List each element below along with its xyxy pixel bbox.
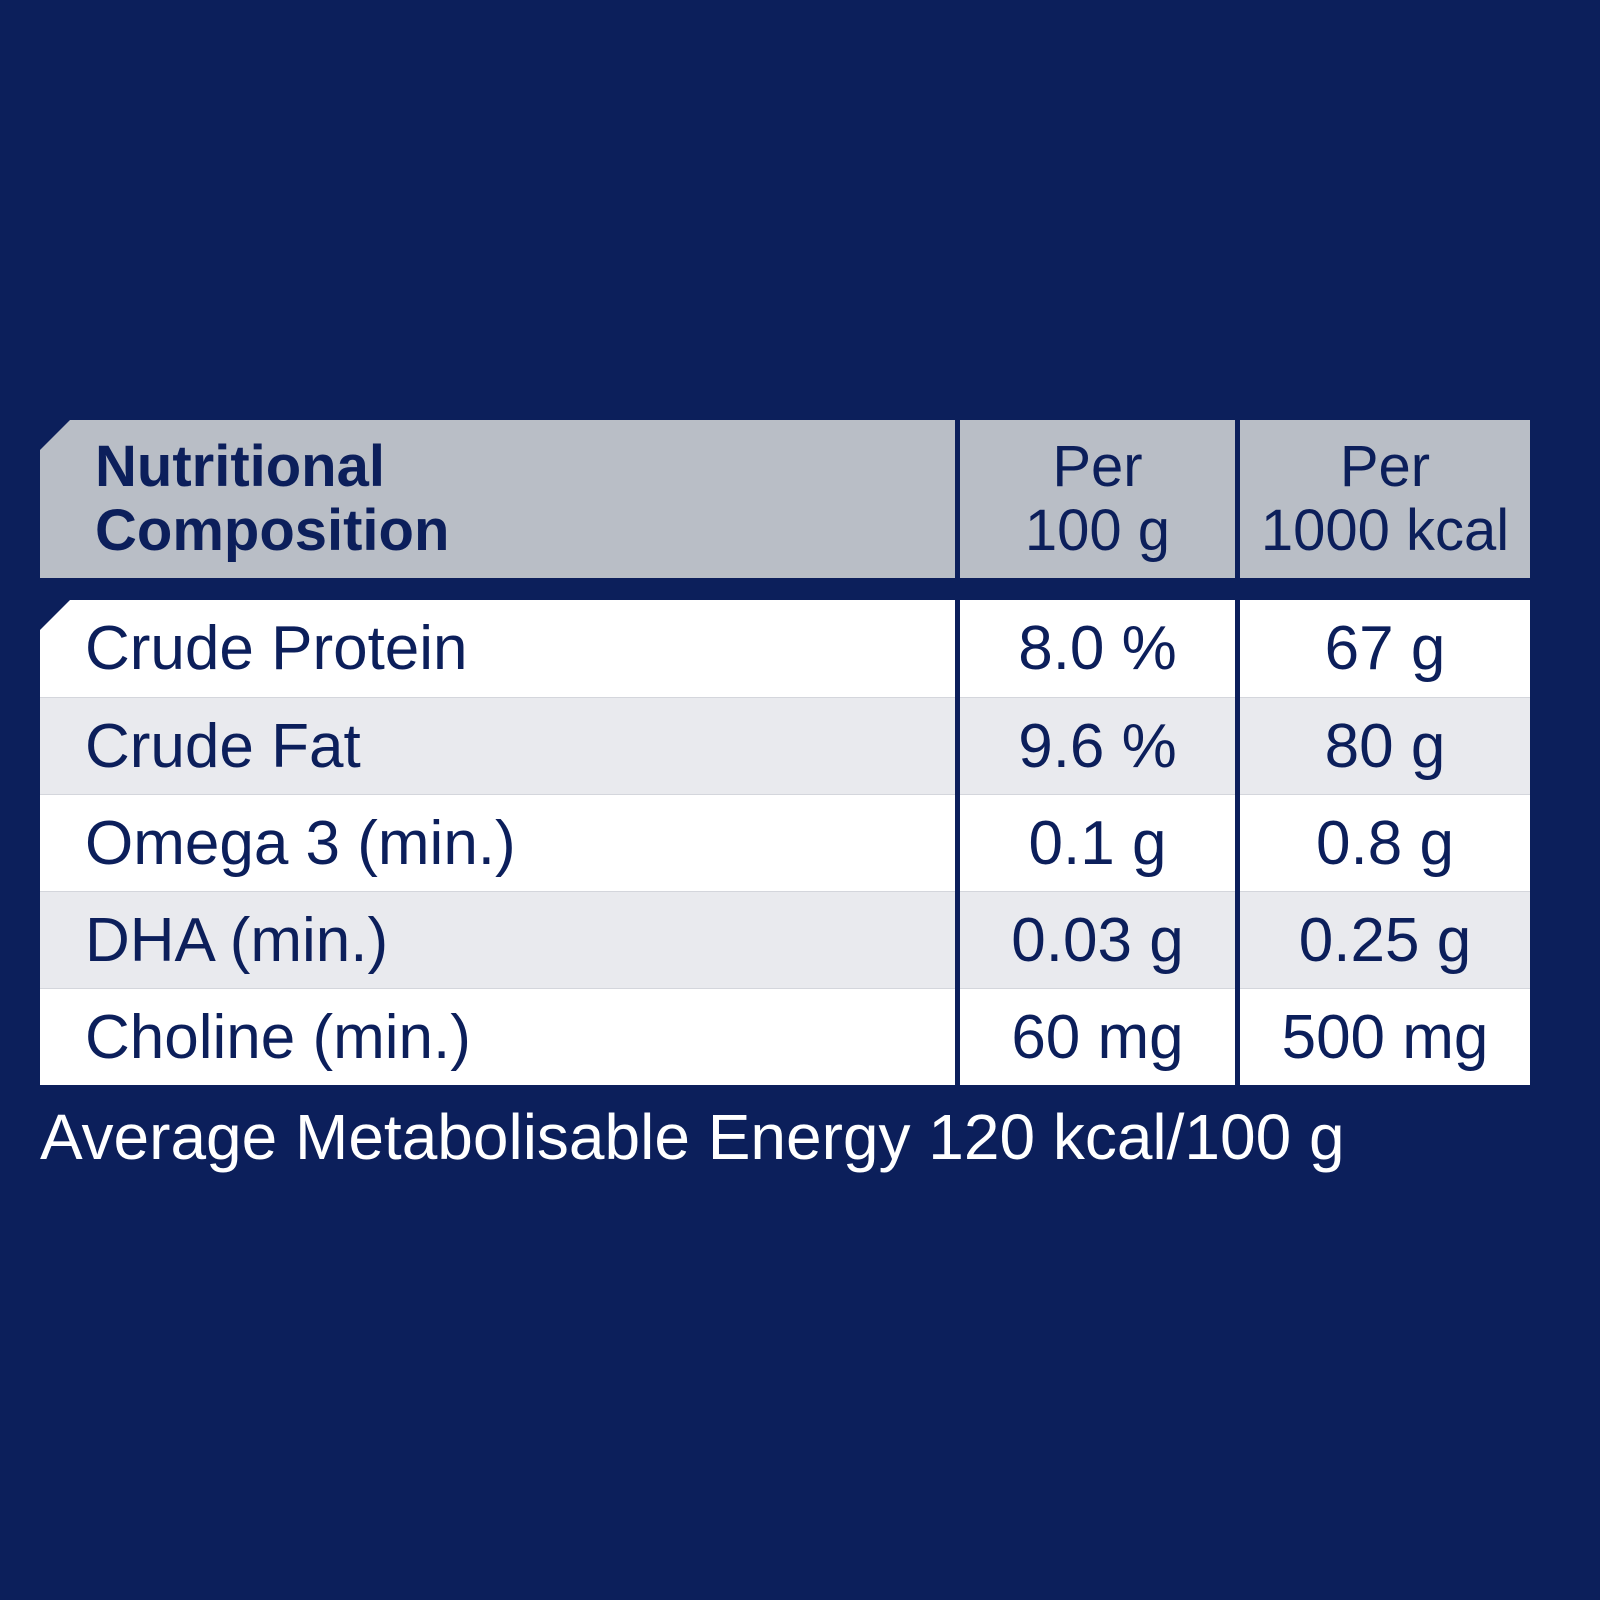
header-text: 1000 kcal bbox=[1260, 498, 1510, 563]
nutrient-value: 80 g bbox=[1240, 697, 1530, 794]
nutrient-value: 8.0 % bbox=[960, 600, 1235, 697]
nutrient-name: Choline (min.) bbox=[40, 988, 955, 1085]
nutrient-value: 0.03 g bbox=[960, 891, 1235, 988]
header-text: Composition bbox=[95, 498, 450, 563]
nutrient-name: Crude Protein bbox=[40, 600, 955, 697]
header-cell: Per 100 g bbox=[960, 420, 1235, 578]
header-cell: Per 1000 kcal bbox=[1240, 420, 1530, 578]
nutrient-value: 9.6 % bbox=[960, 697, 1235, 794]
header-cell: Nutritional Composition bbox=[40, 420, 955, 578]
header-text: Per bbox=[1339, 434, 1431, 499]
nutrient-name: Crude Fat bbox=[40, 697, 955, 794]
nutrient-value: 0.25 g bbox=[1240, 891, 1530, 988]
nutrient-value: 0.8 g bbox=[1240, 794, 1530, 891]
nutrient-name: DHA (min.) bbox=[40, 891, 955, 988]
header-text: 100 g bbox=[1024, 498, 1171, 563]
nutrient-value: 60 mg bbox=[960, 988, 1235, 1085]
energy-note: Average Metabolisable Energy 120 kcal/10… bbox=[40, 1101, 1345, 1173]
nutrient-value: 67 g bbox=[1240, 600, 1530, 697]
header-text: Per bbox=[1052, 434, 1143, 499]
nutrient-value: 500 mg bbox=[1240, 988, 1530, 1085]
nutrient-name: Omega 3 (min.) bbox=[40, 794, 955, 891]
nutrient-value: 0.1 g bbox=[960, 794, 1235, 891]
header-text: Nutritional bbox=[95, 434, 385, 499]
